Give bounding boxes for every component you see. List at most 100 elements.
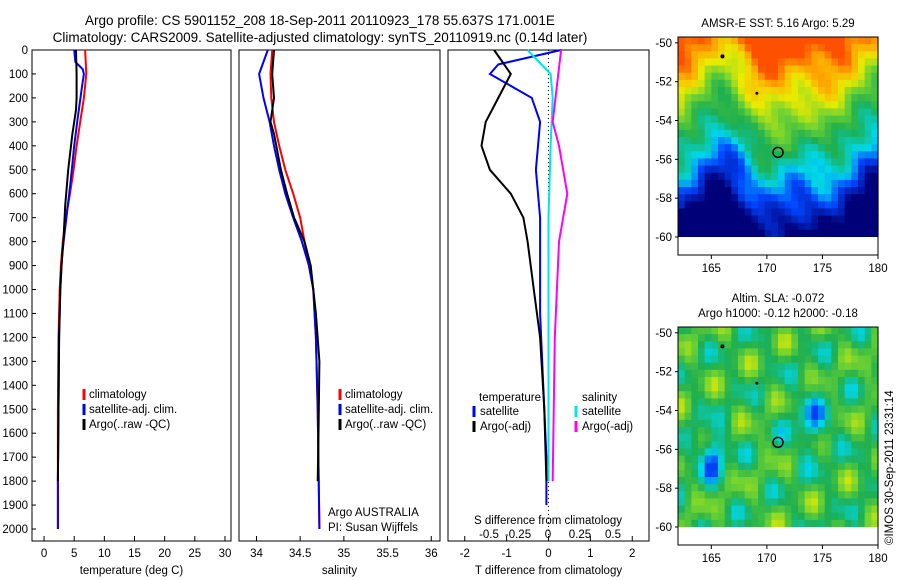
map-cell [738, 101, 746, 110]
map-cell [838, 194, 846, 202]
map-cell [798, 208, 806, 217]
map-cell [731, 491, 739, 500]
map-cell [744, 137, 752, 145]
map-cell [784, 505, 792, 514]
map-cell [718, 348, 726, 357]
map-cell [831, 129, 839, 138]
map-cell [871, 484, 879, 492]
map-cell [698, 377, 706, 385]
map-cell [704, 441, 712, 450]
map-cell [844, 122, 852, 131]
map-cell [731, 455, 739, 464]
map-cell [798, 434, 806, 442]
map-cell [738, 151, 746, 160]
map-cell [818, 434, 826, 442]
map-cell [718, 427, 726, 435]
map-cell [844, 215, 852, 224]
map-cell [724, 194, 732, 202]
map-cell [831, 122, 839, 131]
map-cell [791, 44, 799, 52]
map-cell [811, 462, 819, 471]
map-cell [684, 512, 692, 521]
map-frame [677, 36, 879, 256]
map-cell [804, 94, 812, 102]
map-cell [684, 491, 692, 500]
map-cell [818, 137, 826, 145]
map-cell [764, 79, 772, 88]
map-cell [718, 362, 726, 371]
map-cell [738, 129, 746, 138]
map-cell [798, 179, 806, 188]
map-cell [791, 65, 799, 74]
map-cell [871, 101, 879, 110]
map-cell [778, 462, 786, 471]
map-cell [738, 469, 746, 478]
map-cell [784, 519, 792, 528]
map-cell [864, 165, 872, 174]
map-cell [684, 484, 692, 492]
map-cell [738, 427, 746, 435]
map-cell [724, 222, 732, 231]
map-cell [718, 377, 726, 385]
map-cell [864, 427, 872, 435]
map-cell [691, 122, 699, 131]
map-cell [798, 37, 806, 45]
map-cell [804, 519, 812, 528]
map-y-tick-label: -54 [655, 115, 672, 127]
map-cell [758, 229, 766, 238]
map-cell [804, 137, 812, 145]
map-cell [778, 455, 786, 464]
map-cell [778, 398, 786, 407]
map-cell [698, 419, 706, 428]
map-cell [751, 462, 759, 471]
map-cell [851, 115, 859, 124]
map-cell [771, 187, 779, 195]
map-cell [844, 519, 852, 528]
map-cell [724, 355, 732, 364]
map-cell [718, 434, 726, 442]
map-cell [698, 65, 706, 74]
map-cell [791, 187, 799, 195]
map-cell [698, 512, 706, 521]
map-cell [818, 491, 826, 500]
map-cell [838, 129, 846, 138]
map-cell [838, 391, 846, 400]
map-cell [738, 208, 746, 217]
profile-title: Argo profile: CS 5901152_208 18-Sep-2011… [85, 13, 555, 28]
map-cell [818, 222, 826, 231]
map-cell [791, 477, 799, 485]
map-cell [831, 355, 839, 364]
map-cell [758, 362, 766, 371]
map-cell [764, 419, 772, 428]
map-cell [724, 144, 732, 152]
map-cell [764, 512, 772, 521]
map-cell [764, 377, 772, 385]
map-cell [758, 37, 766, 45]
map-cell [771, 44, 779, 52]
map-cell [811, 137, 819, 145]
map-cell [704, 222, 712, 231]
map-cell [744, 512, 752, 521]
map-cell [804, 334, 812, 342]
map-cell [838, 498, 846, 507]
y-tick-label: 500 [9, 165, 28, 177]
map-cell [858, 519, 866, 528]
map-cell [858, 194, 866, 202]
map-cell [824, 412, 832, 421]
map-cell [771, 477, 779, 485]
map-cell [824, 87, 832, 95]
map-cell [864, 434, 872, 442]
map-cell [764, 65, 772, 74]
map-cell [824, 44, 832, 52]
map-cell [778, 201, 786, 210]
map-cell [744, 108, 752, 117]
map-cell [744, 122, 752, 131]
map-cell [758, 172, 766, 181]
map-cell [791, 419, 799, 428]
float-marker [772, 146, 784, 159]
map-cell [678, 51, 686, 60]
map-cell [711, 229, 719, 238]
map-cell [784, 469, 792, 478]
map-cell [798, 341, 806, 350]
map-cell [831, 87, 839, 95]
